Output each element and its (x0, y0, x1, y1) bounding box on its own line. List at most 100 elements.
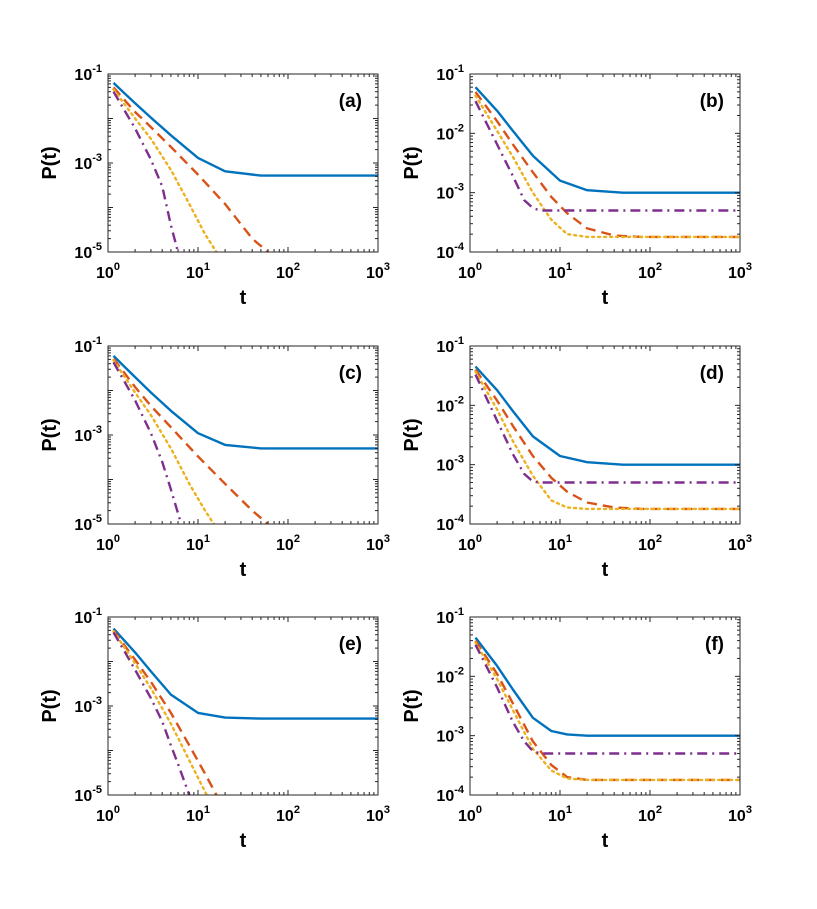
series-line-dashed (112, 86, 269, 252)
y-tick-label: 10-1 (74, 606, 102, 627)
series-line-dashed (112, 629, 218, 795)
series-line-dashed (474, 368, 740, 511)
series-group (112, 355, 378, 524)
y-tick-label: 10-1 (74, 335, 102, 356)
y-tick-label: 10-3 (436, 725, 464, 746)
series-group (474, 86, 740, 239)
y-tick-label: 10-5 (74, 241, 102, 262)
x-tick-label: 100 (96, 804, 120, 825)
panel-label: (f) (705, 634, 724, 655)
x-tick-label: 100 (458, 804, 482, 825)
x-tick-label: 103 (366, 261, 390, 282)
x-tick-label: 101 (186, 261, 210, 282)
x-tick-label: 103 (728, 533, 752, 554)
series-line-dashdot (112, 91, 180, 252)
y-tick-label: 10-1 (436, 63, 464, 84)
x-axis-label: t (602, 830, 609, 852)
x-tick-label: 103 (728, 804, 752, 825)
y-tick-label: 10-5 (74, 784, 102, 805)
y-axis-label: P(t) (39, 689, 61, 722)
series-group (474, 636, 740, 782)
series-group (112, 627, 378, 795)
axes-box (469, 616, 741, 796)
y-tick-label: 10-2 (436, 122, 464, 143)
y-tick-label: 10-5 (74, 513, 102, 534)
x-tick-label: 103 (366, 533, 390, 554)
chart-panel: 100 101 102 103 10-4 10-3 10-2 10-1 t P(t) (b) (401, 63, 752, 309)
x-axis-label: t (240, 830, 247, 852)
panel-label: (a) (339, 91, 362, 112)
y-tick-label: 10-1 (436, 335, 464, 356)
series-line-dotted (474, 641, 740, 782)
x-axis-label: t (602, 287, 609, 309)
x-tick-label: 100 (458, 533, 482, 554)
x-tick-label: 103 (366, 804, 390, 825)
axes-box (107, 616, 379, 796)
series-line-dashdot (474, 100, 740, 212)
y-tick-label: 10-1 (74, 63, 102, 84)
y-tick-label: 10-3 (436, 182, 464, 203)
series-line-solid (112, 82, 378, 177)
y-axis-label: P(t) (401, 418, 423, 451)
chart-panel: 100 101 102 103 10-4 10-3 10-2 10-1 t P(t) (f) (401, 606, 752, 852)
x-tick-label: 101 (548, 261, 572, 282)
panel-label: (e) (339, 634, 362, 655)
x-axis-label: t (602, 559, 609, 581)
series-line-solid (112, 355, 378, 450)
series-line-dotted (112, 359, 216, 524)
chart-panel: 100 101 102 103 10-5 10-3 10-1 t P(t) (a) (39, 63, 390, 309)
chart-panel: 100 101 102 103 10-4 10-3 10-2 10-1 t P(t) (d) (401, 335, 752, 581)
chart-panel: 100 101 102 103 10-5 10-3 10-1 t P(t) (c) (39, 335, 390, 581)
series-line-dashdot (474, 644, 740, 755)
y-tick-label: 10-1 (436, 606, 464, 627)
x-axis-label: t (240, 559, 247, 581)
y-tick-label: 10-3 (74, 424, 102, 445)
panel-label: (b) (700, 91, 724, 112)
axes-box (107, 345, 379, 525)
series-group (112, 82, 378, 252)
series-line-dashdot (112, 361, 183, 524)
axes-box (469, 345, 741, 525)
x-tick-label: 101 (548, 533, 572, 554)
x-tick-label: 102 (638, 261, 662, 282)
y-tick-label: 10-2 (436, 665, 464, 686)
y-axis-label: P(t) (39, 146, 61, 179)
series-line-dashdot (474, 374, 740, 484)
series-line-dotted (112, 630, 208, 795)
y-tick-label: 10-3 (74, 695, 102, 716)
axes-box (469, 73, 741, 253)
y-axis-label: P(t) (401, 146, 423, 179)
x-tick-label: 102 (638, 804, 662, 825)
x-tick-label: 103 (728, 261, 752, 282)
x-tick-label: 101 (548, 804, 572, 825)
series-line-solid (112, 627, 378, 720)
x-tick-label: 102 (638, 533, 662, 554)
y-tick-label: 10-4 (436, 241, 464, 262)
x-tick-label: 102 (276, 261, 300, 282)
series-line-dashdot (112, 631, 191, 795)
y-tick-label: 10-4 (436, 513, 464, 534)
series-line-dotted (474, 370, 740, 511)
series-line-solid (474, 636, 740, 737)
y-tick-label: 10-4 (436, 784, 464, 805)
series-line-dotted (474, 94, 740, 239)
y-tick-label: 10-3 (436, 454, 464, 475)
x-tick-label: 102 (276, 804, 300, 825)
x-tick-label: 101 (186, 533, 210, 554)
series-line-solid (474, 365, 740, 466)
series-line-dotted (112, 88, 218, 252)
series-line-dashed (112, 357, 269, 524)
panel-label: (d) (700, 363, 724, 384)
chart-panel: 100 101 102 103 10-5 10-3 10-1 t P(t) (e) (39, 606, 390, 852)
y-axis-label: P(t) (39, 418, 61, 451)
x-tick-label: 100 (96, 261, 120, 282)
series-line-solid (474, 86, 740, 194)
panel-label: (c) (339, 363, 362, 384)
x-axis-label: t (240, 287, 247, 309)
series-line-dashed (474, 639, 740, 782)
y-axis-label: P(t) (401, 689, 423, 722)
x-tick-label: 100 (458, 261, 482, 282)
series-group (474, 365, 740, 511)
x-tick-label: 102 (276, 533, 300, 554)
